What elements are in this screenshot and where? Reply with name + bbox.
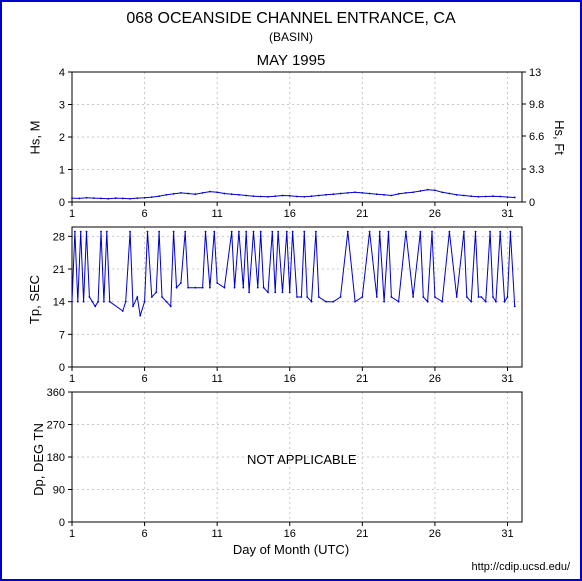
- chart1-svg: 0123403.36.69.813161116212631: [72, 72, 522, 227]
- svg-text:16: 16: [284, 208, 296, 220]
- svg-text:21: 21: [356, 373, 368, 385]
- chart1-container: 0123403.36.69.813161116212631: [72, 72, 522, 227]
- title-month: MAY 1995: [2, 52, 580, 69]
- svg-text:26: 26: [429, 528, 441, 540]
- svg-text:11: 11: [211, 208, 222, 220]
- svg-text:90: 90: [53, 485, 65, 497]
- svg-text:3.3: 3.3: [529, 164, 544, 176]
- svg-text:31: 31: [501, 528, 513, 540]
- title-main: 068 OCEANSIDE CHANNEL ENTRANCE, CA: [2, 10, 580, 28]
- svg-text:3: 3: [59, 100, 65, 112]
- chart1-ylabel-left: Hs, M: [27, 121, 42, 155]
- svg-text:6: 6: [142, 208, 148, 220]
- chart3-container: 090180270360161116212631: [72, 392, 522, 547]
- svg-text:16: 16: [284, 373, 296, 385]
- svg-text:28: 28: [53, 231, 65, 243]
- svg-text:26: 26: [429, 208, 441, 220]
- chart3-ylabel-left: Dp, DEG TN: [31, 423, 46, 496]
- svg-text:0: 0: [529, 197, 535, 209]
- svg-text:14: 14: [53, 297, 65, 309]
- xaxis-label: Day of Month (UTC): [2, 542, 580, 557]
- svg-text:16: 16: [284, 528, 296, 540]
- svg-text:11: 11: [211, 373, 222, 385]
- svg-text:360: 360: [47, 387, 65, 399]
- credit-url: http://cdip.ucsd.edu/: [472, 561, 570, 573]
- svg-text:9.8: 9.8: [529, 99, 544, 111]
- svg-text:1: 1: [59, 165, 65, 177]
- svg-text:31: 31: [501, 208, 513, 220]
- not-applicable-label: NOT APPLICABLE: [247, 452, 357, 467]
- svg-text:21: 21: [356, 208, 368, 220]
- svg-text:2: 2: [59, 132, 65, 144]
- svg-text:270: 270: [47, 420, 65, 432]
- chart-frame: 068 OCEANSIDE CHANNEL ENTRANCE, CA (BASI…: [0, 0, 582, 581]
- svg-text:13: 13: [529, 67, 541, 79]
- svg-text:1: 1: [69, 528, 75, 540]
- svg-text:4: 4: [59, 67, 65, 79]
- svg-text:31: 31: [501, 373, 513, 385]
- svg-text:6.6: 6.6: [529, 131, 544, 143]
- svg-text:6: 6: [142, 373, 148, 385]
- svg-text:6: 6: [142, 528, 148, 540]
- svg-text:11: 11: [211, 528, 222, 540]
- svg-text:0: 0: [59, 517, 65, 529]
- svg-text:1: 1: [69, 208, 75, 220]
- chart2-container: 07142128161116212631: [72, 227, 522, 392]
- chart2-svg: 07142128161116212631: [72, 227, 522, 392]
- svg-text:7: 7: [59, 329, 65, 341]
- svg-text:0: 0: [59, 362, 65, 374]
- svg-text:180: 180: [47, 452, 65, 464]
- chart1-ylabel-right: Hs, Ft: [552, 120, 567, 155]
- title-sub: (BASIN): [2, 30, 580, 44]
- chart2-ylabel-left: Tp, SEC: [27, 275, 42, 324]
- chart3-svg: 090180270360161116212631: [72, 392, 522, 547]
- svg-text:26: 26: [429, 373, 441, 385]
- svg-text:1: 1: [69, 373, 75, 385]
- svg-text:21: 21: [53, 264, 65, 276]
- svg-text:0: 0: [59, 197, 65, 209]
- svg-text:21: 21: [356, 528, 368, 540]
